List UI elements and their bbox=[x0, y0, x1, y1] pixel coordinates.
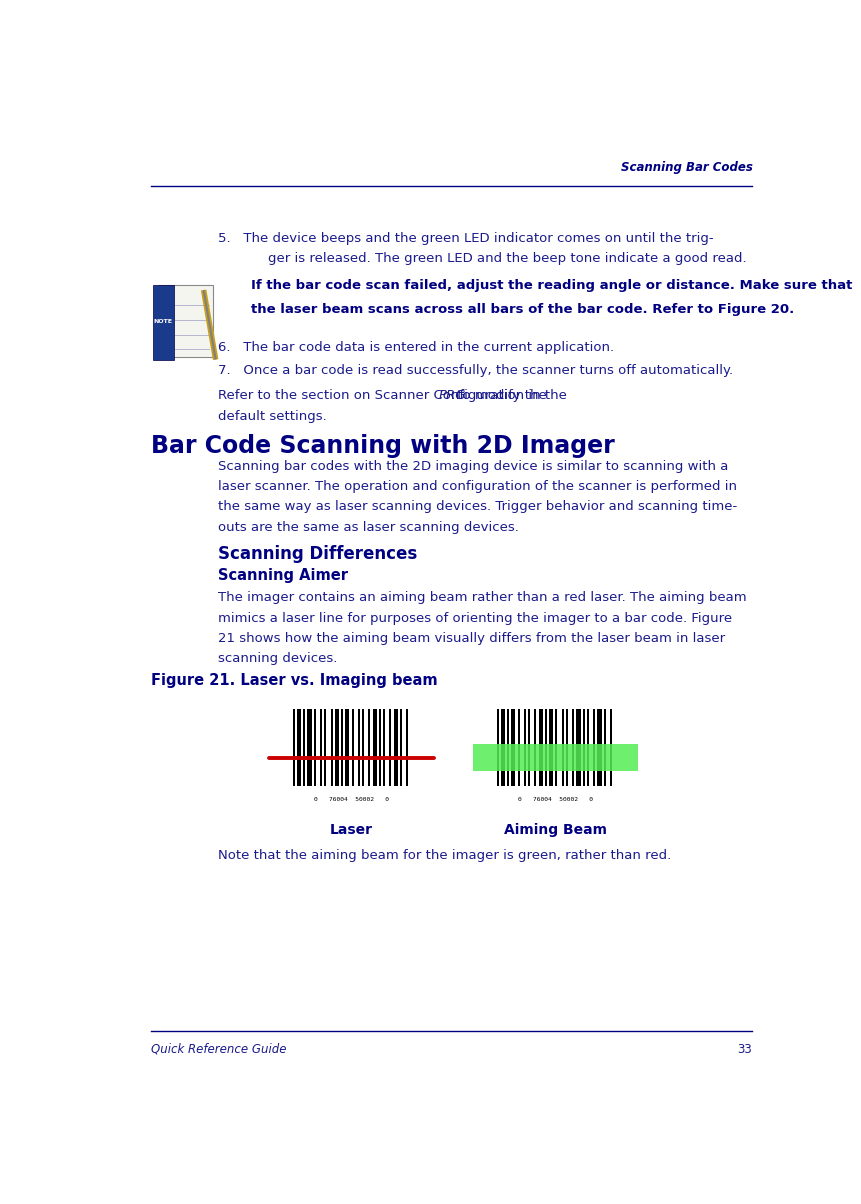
Bar bbox=[548, 709, 553, 786]
Text: Aiming Beam: Aiming Beam bbox=[504, 824, 606, 837]
Bar bbox=[576, 709, 579, 786]
Text: Laser: Laser bbox=[330, 824, 373, 837]
Text: the laser beam scans across all bars of the bar code. Refer to Figure 20.: the laser beam scans across all bars of … bbox=[251, 303, 794, 315]
Text: 0   76004  50002   0: 0 76004 50002 0 bbox=[313, 797, 388, 802]
Bar bbox=[334, 709, 338, 786]
Bar bbox=[592, 709, 595, 786]
Bar bbox=[506, 709, 509, 786]
Bar bbox=[554, 709, 557, 786]
Text: 6.   The bar code data is entered in the current application.: 6. The bar code data is entered in the c… bbox=[218, 341, 613, 354]
Text: Scanning bar codes with the 2D imaging device is similar to scanning with a: Scanning bar codes with the 2D imaging d… bbox=[218, 460, 728, 473]
Bar bbox=[303, 709, 305, 786]
Bar bbox=[158, 285, 213, 356]
Bar bbox=[511, 709, 515, 786]
Text: the same way as laser scanning devices. Trigger behavior and scanning time-: the same way as laser scanning devices. … bbox=[218, 501, 736, 513]
Text: Figure 21. Laser vs. Imaging beam: Figure 21. Laser vs. Imaging beam bbox=[151, 673, 437, 687]
Bar bbox=[324, 709, 326, 786]
Bar bbox=[351, 709, 353, 786]
Bar bbox=[357, 709, 360, 786]
Bar bbox=[586, 709, 588, 786]
Bar bbox=[500, 709, 505, 786]
Text: 0   76004  50002   0: 0 76004 50002 0 bbox=[517, 797, 592, 802]
Bar bbox=[544, 709, 547, 786]
Bar bbox=[400, 709, 401, 786]
Text: Scanning Aimer: Scanning Aimer bbox=[218, 568, 348, 583]
Text: 5.   The device beeps and the green LED indicator comes on until the trig-: 5. The device beeps and the green LED in… bbox=[218, 231, 713, 244]
Bar bbox=[297, 709, 300, 786]
Bar bbox=[319, 709, 322, 786]
Bar bbox=[572, 709, 573, 786]
Bar bbox=[362, 709, 363, 786]
Bar bbox=[472, 744, 637, 771]
Text: PRG: PRG bbox=[438, 389, 466, 402]
Bar bbox=[488, 701, 622, 810]
Bar bbox=[293, 709, 294, 786]
Text: Note that the aiming beam for the imager is green, rather than red.: Note that the aiming beam for the imager… bbox=[218, 849, 671, 862]
Bar bbox=[582, 709, 584, 786]
Bar bbox=[496, 709, 498, 786]
Text: mimics a laser line for purposes of orienting the imager to a bar code. Figure: mimics a laser line for purposes of orie… bbox=[218, 612, 731, 625]
Bar bbox=[152, 285, 173, 360]
Text: The imager contains an aiming beam rather than a red laser. The aiming beam: The imager contains an aiming beam rathe… bbox=[218, 591, 746, 604]
Bar bbox=[603, 709, 605, 786]
Bar bbox=[389, 709, 391, 786]
Bar bbox=[379, 709, 381, 786]
Bar bbox=[341, 709, 343, 786]
Text: default settings.: default settings. bbox=[218, 409, 326, 423]
Bar bbox=[534, 709, 536, 786]
Bar bbox=[307, 709, 312, 786]
Bar bbox=[372, 709, 376, 786]
Bar bbox=[368, 709, 370, 786]
Text: 33: 33 bbox=[737, 1043, 752, 1056]
Text: If the bar code scan failed, adjust the reading angle or distance. Make sure tha: If the bar code scan failed, adjust the … bbox=[251, 279, 852, 291]
Bar bbox=[523, 709, 525, 786]
Text: Quick Reference Guide: Quick Reference Guide bbox=[151, 1043, 287, 1056]
Bar bbox=[610, 709, 611, 786]
Text: 7.   Once a bar code is read successfully, the scanner turns off automatically.: 7. Once a bar code is read successfully,… bbox=[218, 364, 732, 377]
Text: laser scanner. The operation and configuration of the scanner is performed in: laser scanner. The operation and configu… bbox=[218, 480, 736, 494]
Bar bbox=[345, 709, 349, 786]
Bar bbox=[538, 709, 542, 786]
Text: NOTE: NOTE bbox=[153, 319, 172, 324]
Text: ger is released. The green LED and the beep tone indicate a good read.: ger is released. The green LED and the b… bbox=[268, 252, 746, 265]
Bar bbox=[284, 701, 418, 810]
Text: Scanning Differences: Scanning Differences bbox=[218, 545, 417, 563]
Text: scanning devices.: scanning devices. bbox=[218, 651, 337, 665]
Bar bbox=[406, 709, 408, 786]
Bar bbox=[597, 709, 601, 786]
Bar bbox=[331, 709, 332, 786]
Bar bbox=[393, 709, 397, 786]
Bar bbox=[561, 709, 563, 786]
Bar bbox=[528, 709, 530, 786]
Bar bbox=[313, 709, 315, 786]
Text: Scanning Bar Codes: Scanning Bar Codes bbox=[620, 161, 752, 175]
Text: 21 shows how the aiming beam visually differs from the laser beam in laser: 21 shows how the aiming beam visually di… bbox=[218, 632, 724, 645]
Text: Bar Code Scanning with 2D Imager: Bar Code Scanning with 2D Imager bbox=[151, 433, 614, 458]
Text: to modify the: to modify the bbox=[453, 389, 546, 402]
Text: Refer to the section on Scanner Configuration in the: Refer to the section on Scanner Configur… bbox=[218, 389, 571, 402]
Bar bbox=[517, 709, 519, 786]
Bar bbox=[382, 709, 385, 786]
Bar bbox=[565, 709, 567, 786]
Text: outs are the same as laser scanning devices.: outs are the same as laser scanning devi… bbox=[218, 521, 518, 533]
